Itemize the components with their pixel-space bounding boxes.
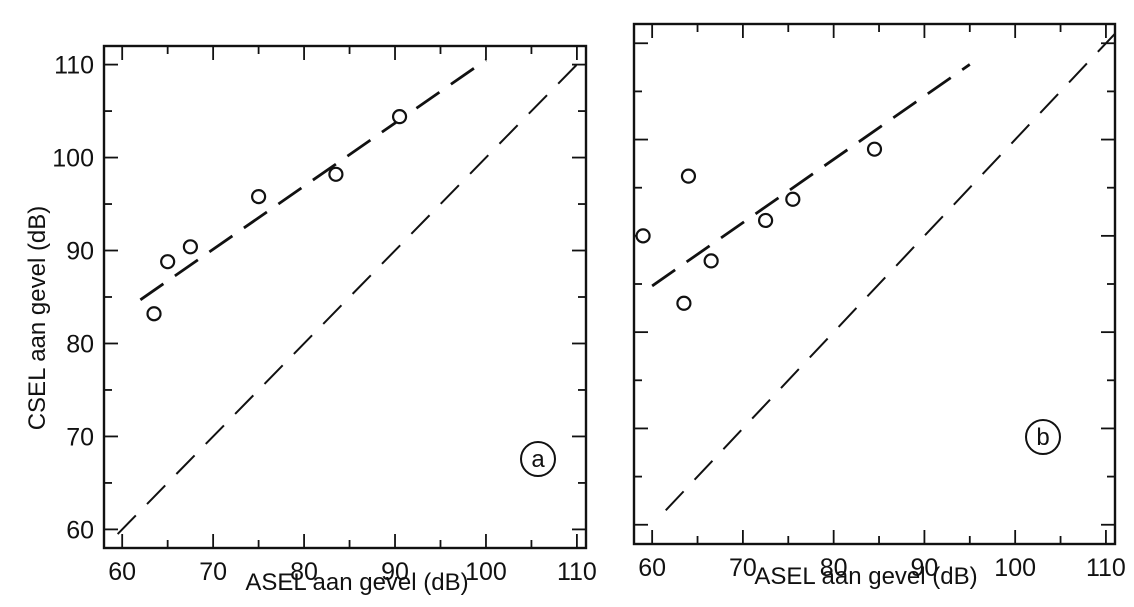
data-point-b [703,253,719,269]
panel-letter-a: a [531,446,545,473]
y-tick-label-a: 60 [66,516,94,544]
x-tick-label-b: 60 [638,554,666,582]
y-tick-label-a: 110 [54,52,94,80]
data-point-a [328,166,344,182]
x-tick-label-a: 90 [381,558,409,586]
x-tick-label-a: 100 [465,558,507,586]
x-tick-label-a: 110 [557,558,597,586]
reference-line-a [116,63,578,535]
panel-badge-a: a [520,441,556,477]
x-tick-label-b: 80 [820,554,848,582]
data-point-b [785,191,801,207]
panel-a: 60 70 80 90 100 110 60 70 80 90 100 110 [52,44,597,586]
x-tick-label-b: 90 [911,554,939,582]
y-tick-label-a: 100 [52,145,94,173]
panel-b: 60 70 80 90 100 110 [632,22,1126,582]
x-tick-label-b: 100 [994,554,1036,582]
x-tick-label-a: 70 [199,558,227,586]
y-tick-label-a: 90 [66,238,94,266]
data-point-b [676,295,692,311]
data-point-a [182,239,198,255]
panel-badge-circle-b [1025,419,1061,455]
y-axis-label-a: CSEL aan gevel (dB) [24,206,51,431]
data-point-a [391,109,408,125]
data-point-b [635,228,651,244]
data-point-b [866,141,883,157]
panel-badge-circle-a [520,441,556,477]
x-axis-label-b: ASEL aan gevel (dB) [754,563,977,590]
x-axis-label-a: ASEL aan gevel (dB) [245,569,468,596]
data-point-a [146,306,162,322]
data-point-b [757,212,774,229]
reference-line-b [665,32,1116,511]
panel-letter-b: b [1036,424,1049,451]
panel-badge-b: b [1025,419,1061,455]
y-tick-label-a: 80 [66,330,94,358]
fit-line-a [139,58,487,301]
data-point-a [160,254,176,270]
y-tick-label-a: 70 [66,423,94,451]
x-tick-label-a: 80 [290,558,318,586]
x-tick-label-a: 60 [108,558,136,586]
data-point-b [680,168,697,184]
x-tick-label-b: 70 [729,554,757,582]
x-tick-label-b: 110 [1086,554,1126,582]
fit-line-b [651,63,971,288]
data-point-a [251,189,267,205]
